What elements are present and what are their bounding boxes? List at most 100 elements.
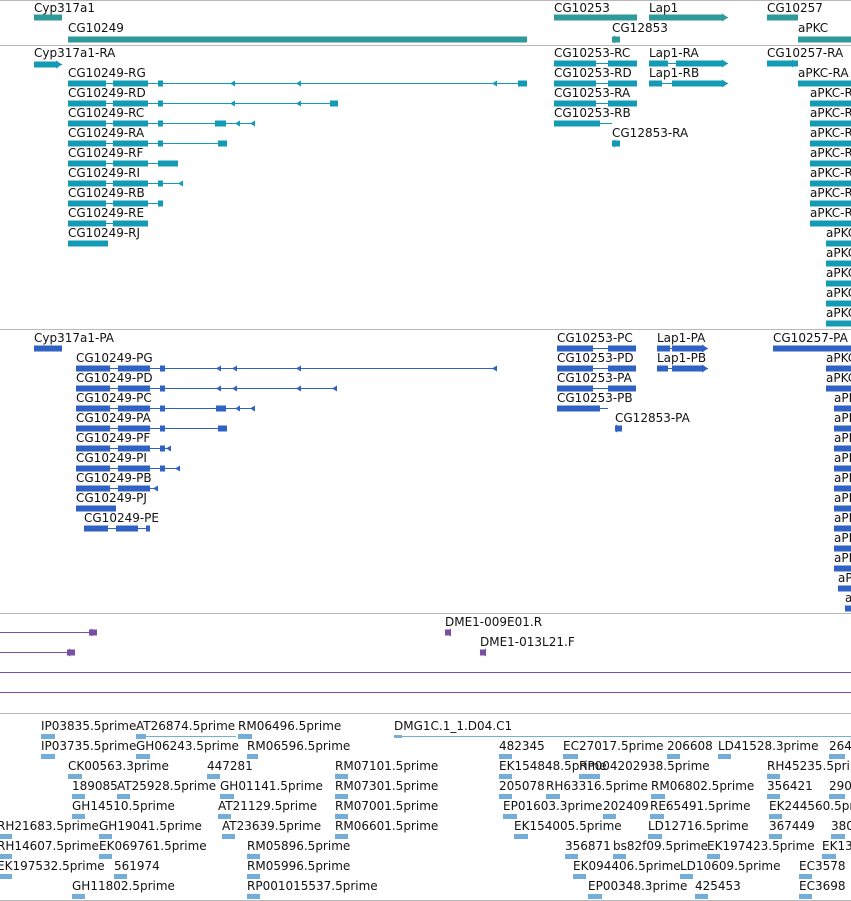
feature-rh63316-5prime[interactable] — [546, 794, 560, 799]
feature-ec27017-5prime[interactable] — [563, 754, 578, 759]
feature-apkc-pf[interactable] — [834, 465, 851, 472]
feature-label-264[interactable]: 264 — [829, 739, 851, 753]
feature-label-cg10253-pa[interactable]: CG10253-PA — [557, 371, 632, 385]
feature-label-cg10249-pi[interactable]: CG10249-PI — [76, 451, 147, 465]
feature-cg10249-pc[interactable] — [76, 405, 255, 412]
feature-label-lap1[interactable]: Lap1 — [649, 1, 679, 15]
feature-cg10253-ra[interactable] — [554, 100, 637, 107]
feature-label-cyp317a1-ra[interactable]: Cyp317a1-RA — [34, 46, 116, 60]
feature-label-561974[interactable]: 561974 — [114, 859, 160, 873]
feature-cg10257-ra[interactable] — [767, 59, 798, 68]
feature-label-lap1-pa[interactable]: Lap1-PA — [657, 331, 706, 345]
feature-label-ld12716-5prime[interactable]: LD12716.5prime — [648, 819, 749, 833]
feature-apkc-rj[interactable] — [826, 260, 851, 267]
feature-label-cg10249-rf[interactable]: CG10249-RF — [68, 146, 144, 160]
feature-ep00348-3prime[interactable] — [588, 894, 602, 899]
feature-gh11802-5prime[interactable] — [72, 894, 85, 899]
feature-cg10249-pe[interactable] — [84, 525, 150, 532]
feature-ek069761-5prime[interactable] — [99, 854, 112, 859]
feature-rm07001-5prime[interactable] — [335, 814, 348, 819]
feature-label-290[interactable]: 290 — [829, 779, 851, 793]
feature-label-cg10249-pe[interactable]: CG10249-PE — [84, 511, 159, 525]
feature-label-ec27017-5prime[interactable]: EC27017.5prime — [563, 739, 664, 753]
feature-189085[interactable] — [72, 794, 85, 799]
feature-ek197532-5prime[interactable] — [0, 874, 12, 879]
feature-label-rp001015537-5prime[interactable]: RP001015537.5prime — [247, 879, 378, 893]
feature-apkc[interactable] — [798, 36, 851, 43]
feature-cg10253-pb[interactable] — [557, 405, 608, 412]
feature-rm06802-5prime[interactable] — [651, 794, 665, 799]
feature-lap1[interactable] — [649, 13, 728, 22]
feature-dmg1c-1-1-d04-c1[interactable] — [394, 735, 851, 738]
feature-cyp317a1[interactable] — [34, 14, 62, 21]
feature-label-ek069761-5prime[interactable]: EK069761.5prime — [99, 839, 207, 853]
feature-label-ek197532-5prime[interactable]: EK197532.5prime — [0, 859, 105, 873]
feature-label-cg10253-pc[interactable]: CG10253-PC — [557, 331, 633, 345]
feature-apkc-pm[interactable] — [845, 605, 851, 612]
feature-label-rh21683-5prime[interactable]: RH21683.5prime — [0, 819, 99, 833]
feature-re65491-5prime[interactable] — [650, 814, 664, 819]
feature-label-apkc-pa[interactable]: aPKC-PA — [826, 351, 851, 365]
feature-label-cg12853-ra[interactable]: CG12853-RA — [612, 126, 689, 140]
feature-gh14510-5prime[interactable] — [72, 814, 85, 819]
feature-label-rm07001-5prime[interactable]: RM07001.5prime — [335, 799, 439, 813]
feature-label-cyp317a1[interactable]: Cyp317a1 — [34, 1, 95, 15]
feature-label-apkc-pe[interactable]: aPKC-PE — [834, 431, 851, 445]
feature-label-apkc-pc[interactable]: aPKC-PC — [834, 391, 851, 405]
feature-apkc-rk[interactable] — [826, 280, 851, 287]
feature-label-cg12853[interactable]: CG12853 — [612, 21, 668, 35]
feature-label-cg10249-ra[interactable]: CG10249-RA — [68, 126, 145, 140]
feature-label-dmg1c-1-1-d04-c1[interactable]: DMG1C.1_1.D04.C1 — [394, 719, 513, 733]
feature-label-rm05896-5prime[interactable]: RM05896.5prime — [247, 839, 351, 853]
feature-apkc-pk[interactable] — [834, 565, 851, 572]
feature-ld41528-3prime[interactable] — [718, 754, 731, 759]
feature-label-cg10257-ra[interactable]: CG10257-RA — [767, 46, 844, 60]
feature-label-cg10249-rg[interactable]: CG10249-RG — [68, 66, 146, 80]
feature-dme1-013l21-f[interactable] — [480, 648, 486, 657]
feature-label-447281[interactable]: 447281 — [207, 759, 253, 773]
feature-cg10249-rf[interactable] — [68, 160, 178, 167]
feature-apkc-pi[interactable] — [834, 525, 851, 532]
feature-label-gh06243-5prime[interactable]: GH06243.5prime — [136, 739, 239, 753]
feature-lap1-rb[interactable] — [649, 79, 728, 88]
feature-apkc-re[interactable] — [810, 160, 851, 167]
feature-label-apkc-pb[interactable]: aPKC-PB — [826, 371, 851, 385]
feature-label-rp004202938-5prime[interactable]: RP004202938.5prime — [579, 759, 710, 773]
feature-ek136[interactable] — [822, 854, 836, 859]
feature-cg10249[interactable] — [68, 36, 527, 43]
feature-label-apkc-ra[interactable]: aPKC-RA — [798, 66, 849, 80]
feature-cyp317a1-pa[interactable] — [34, 345, 62, 352]
feature-label-gh19041-5prime[interactable]: GH19041.5prime — [99, 819, 202, 833]
feature-label-lap1-pb[interactable]: Lap1-PB — [657, 351, 707, 365]
feature-label-ek136[interactable]: EK136 — [822, 839, 851, 853]
feature-label-cg10249-rc[interactable]: CG10249-RC — [68, 106, 145, 120]
feature-label-cyp317a1-pa[interactable]: Cyp317a1-PA — [34, 331, 114, 345]
feature-label-189085[interactable]: 189085 — [72, 779, 118, 793]
feature-cg10253-pc[interactable] — [557, 345, 636, 352]
feature-356871[interactable] — [565, 854, 578, 859]
feature-gh06243-5prime[interactable] — [136, 754, 150, 759]
feature-apkc-ri[interactable] — [826, 240, 851, 247]
feature-cg10253[interactable] — [554, 14, 637, 21]
feature-apkc-pe[interactable] — [834, 445, 851, 452]
feature-bs82f09-5prime[interactable] — [613, 854, 626, 859]
feature-cg10249-pj[interactable] — [76, 505, 116, 512]
feature-cg10249-pi[interactable] — [76, 465, 180, 472]
feature-label-at21129-5prime[interactable]: AT21129.5prime — [218, 799, 318, 813]
feature-label-ep00348-3prime[interactable]: EP00348.3prime — [588, 879, 688, 893]
feature-425453[interactable] — [695, 894, 708, 899]
feature-ek197423-5prime[interactable] — [707, 854, 720, 859]
feature-label-rm06596-5prime[interactable]: RM06596.5prime — [247, 739, 351, 753]
feature-label-cg10249-pd[interactable]: CG10249-PD — [76, 371, 153, 385]
feature-cg10249-rj[interactable] — [68, 240, 108, 247]
feature-label-ip03835-5prime[interactable]: IP03835.5prime — [41, 719, 137, 733]
feature-label-apkc-re[interactable]: aPKC-RE — [810, 146, 851, 160]
feature-label-apkc-ph[interactable]: aPKC-PH — [834, 491, 851, 505]
feature-label-ep01603-3prime[interactable]: EP01603.3prime — [503, 799, 603, 813]
feature-cg12853-ra[interactable] — [612, 139, 620, 148]
feature-rh21683-5prime[interactable] — [0, 834, 12, 839]
feature-447281[interactable] — [207, 774, 220, 779]
feature-apkc-pb[interactable] — [826, 385, 851, 392]
feature-label-dme1-013l21-f[interactable]: DME1-013L21.F — [480, 635, 575, 649]
feature-label-apkc-pi[interactable]: aPKC-PI — [834, 511, 851, 525]
